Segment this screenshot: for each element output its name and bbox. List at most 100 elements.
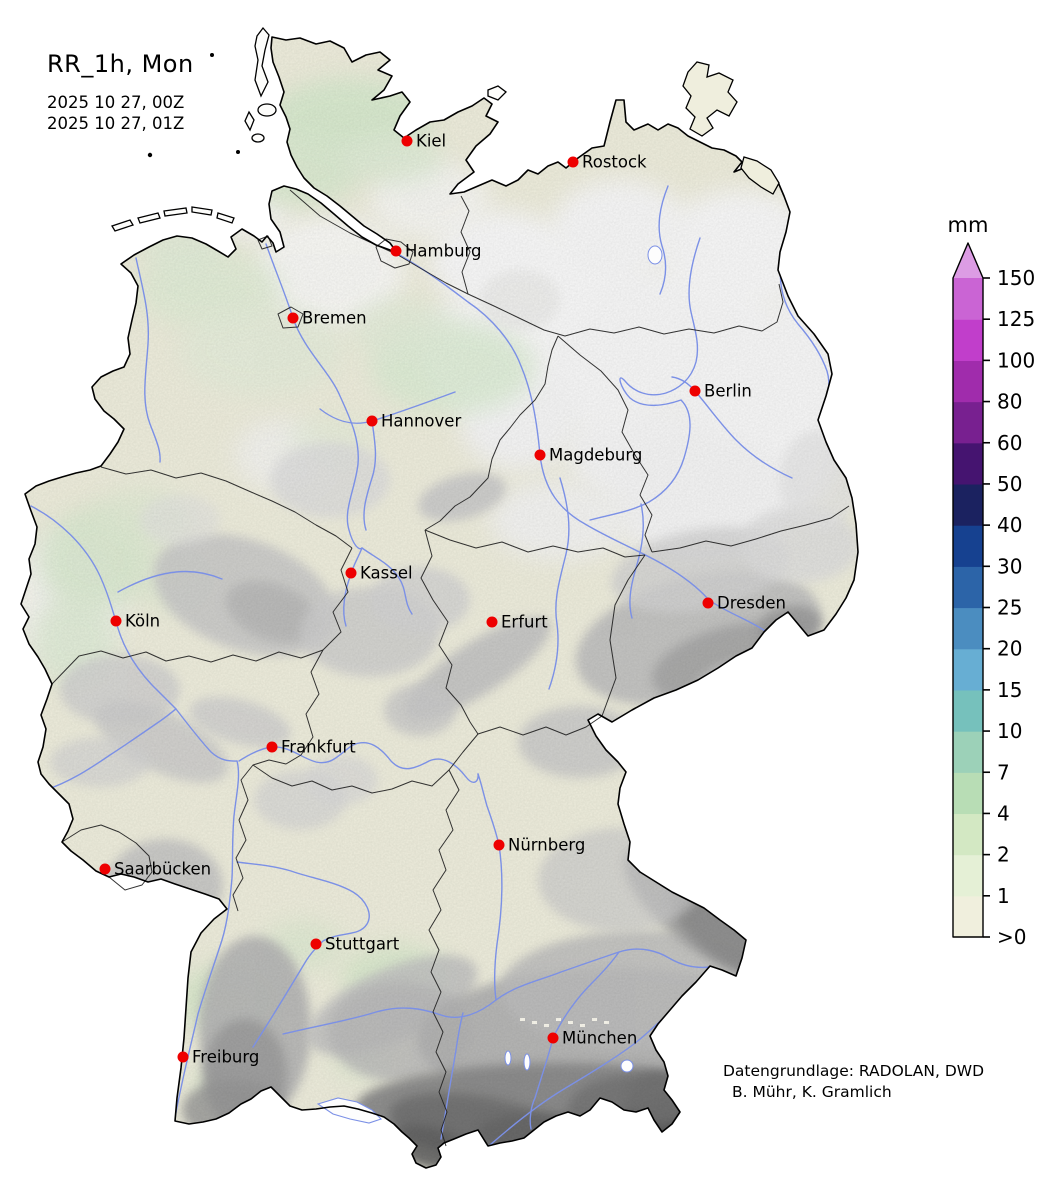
city-dot [547, 1032, 559, 1044]
islands [111, 26, 780, 232]
colorbar-tick-label: 40 [997, 513, 1022, 537]
colorbar-segment [953, 772, 983, 815]
city-markers: Kiel Rostock Hamburg Bremen Hannover Berlin Ma… [99, 132, 786, 1067]
city-nürnberg: Nürnberg [493, 836, 585, 855]
attribution: Datengrundlage: RADOLAN, DWD B. Mühr, K.… [723, 1061, 984, 1103]
city-label: Dresden [717, 594, 786, 613]
city-dot [266, 741, 278, 753]
attribution-authors: B. Mühr, K. Gramlich [732, 1083, 892, 1101]
city-dot [689, 385, 701, 397]
map-date-start: 2025 10 27, 00Z [47, 93, 185, 112]
colorbar-tick-label: 50 [997, 472, 1022, 496]
colorbar-segment [953, 278, 983, 320]
city-label: Berlin [704, 382, 752, 401]
rivers [30, 181, 830, 1146]
city-dot [345, 567, 357, 579]
city-label: Rostock [582, 153, 647, 172]
germany-outline [20, 36, 859, 1169]
city-frankfurt: Frankfurt [266, 738, 356, 757]
colorbar-segment [953, 648, 983, 691]
colorbar-segment [953, 525, 983, 567]
city-erfurt: Erfurt [486, 613, 548, 632]
colorbar: >0 1 2 4 7 10 15 20 25 30 40 50 60 80 100 125 150 mm [948, 213, 1036, 949]
city-label: Köln [125, 612, 160, 631]
city-dot [567, 156, 579, 168]
colorbar-tick-label: 30 [997, 554, 1022, 578]
colorbar-unit-label: mm [948, 213, 989, 237]
colorbar-segment [953, 566, 983, 609]
colorbar-segment [953, 895, 983, 938]
colorbar-tick-label: 4 [997, 801, 1010, 825]
colorbar-segment [953, 360, 983, 403]
city-label: Kiel [416, 132, 446, 151]
city-label: Freiburg [192, 1048, 259, 1067]
city-label: Stuttgart [325, 935, 400, 954]
city-köln: Köln [110, 612, 160, 631]
colorbar-tick-label: >0 [997, 925, 1026, 949]
colorbar-segment [953, 401, 983, 444]
city-dot [493, 839, 505, 851]
colorbar-segment [953, 442, 983, 485]
colorbar-tick-label: 100 [997, 348, 1035, 372]
city-münchen: München [547, 1029, 637, 1048]
colorbar-tick-label: 25 [997, 596, 1022, 620]
city-dot [702, 597, 714, 609]
colorbar-tick-label: 2 [997, 843, 1010, 867]
city-label: Frankfurt [281, 738, 356, 757]
colorbar-segment [953, 689, 983, 732]
colorbar-segment [953, 319, 983, 361]
colorbar-overflow-arrow [953, 243, 983, 278]
colorbar-tick-label: 60 [997, 431, 1022, 455]
colorbar-tick-label: 7 [997, 760, 1010, 784]
city-dot [366, 415, 378, 427]
city-dot [390, 245, 402, 257]
city-berlin: Berlin [689, 382, 752, 401]
city-stuttgart: Stuttgart [310, 935, 400, 954]
city-rostock: Rostock [567, 153, 647, 172]
colorbar-tick-label: 150 [997, 266, 1035, 290]
city-label: Hamburg [405, 242, 482, 261]
map-title: RR_1h, Mon [47, 50, 194, 78]
city-dresden: Dresden [702, 594, 786, 613]
colorbar-segment [953, 854, 983, 897]
city-dot [401, 135, 413, 147]
colorbar-outline [952, 242, 984, 938]
colorbar-tick-label: 1 [997, 884, 1010, 908]
city-kassel: Kassel [345, 564, 413, 583]
city-dot [534, 449, 546, 461]
city-label: Hannover [381, 412, 461, 431]
lakes [316, 245, 663, 1124]
colorbar-tick-label: 10 [997, 719, 1022, 743]
state-borders [51, 189, 850, 1147]
city-saarbücken: Saarbücken [99, 860, 211, 879]
colorbar-segment [953, 813, 983, 856]
attribution-source: Datengrundlage: RADOLAN, DWD [723, 1062, 985, 1080]
colorbar-tick-label: 80 [997, 390, 1022, 414]
colorbar-tick-label: 125 [997, 307, 1035, 331]
city-label: Bremen [302, 309, 367, 328]
city-dot [177, 1051, 189, 1063]
lake-constance [316, 1097, 383, 1124]
city-label: München [562, 1029, 637, 1048]
city-kiel: Kiel [401, 132, 446, 151]
city-label: Magdeburg [549, 446, 642, 465]
city-hamburg: Hamburg [390, 242, 482, 261]
city-dot [110, 615, 122, 627]
city-label: Kassel [360, 564, 413, 583]
city-label: Erfurt [501, 613, 548, 632]
city-hannover: Hannover [366, 412, 461, 431]
city-dot [99, 863, 111, 875]
city-dot [287, 312, 299, 324]
city-dot [486, 616, 498, 628]
title-block: RR_1h, Mon 2025 10 27, 00Z 2025 10 27, 0… [47, 50, 194, 134]
map-date-end: 2025 10 27, 01Z [47, 114, 185, 133]
city-label: Saarbücken [114, 860, 211, 879]
city-freiburg: Freiburg [177, 1048, 259, 1067]
city-bremen: Bremen [287, 309, 367, 328]
city-label: Nürnberg [508, 836, 585, 855]
colorbar-tick-label: 15 [997, 678, 1022, 702]
city-dot [310, 938, 322, 950]
